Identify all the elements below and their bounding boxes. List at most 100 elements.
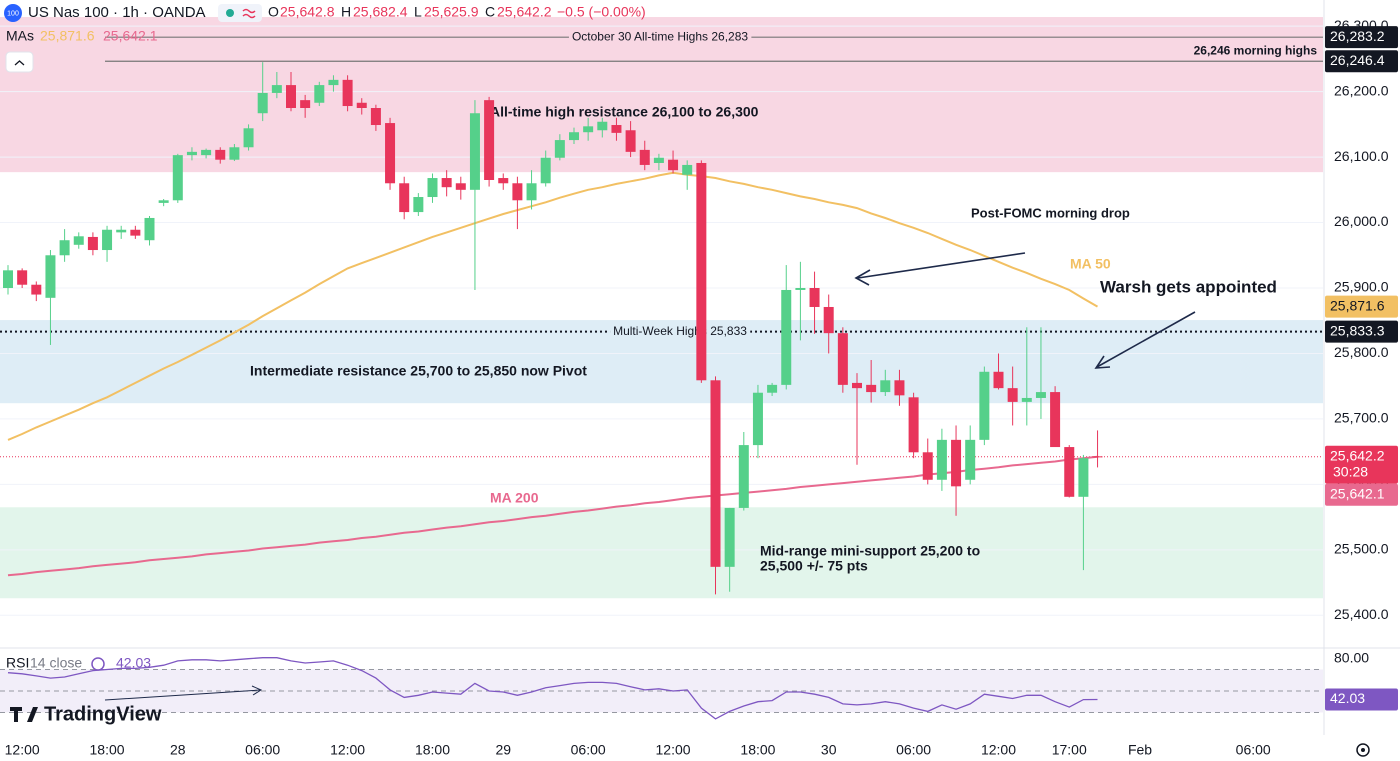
zone-label: All-time high resistance 26,100 to 26,30…	[490, 104, 759, 120]
candle-body	[172, 155, 183, 201]
candle-body	[498, 178, 509, 184]
candle-body	[130, 229, 141, 236]
annotation: Post-FOMC morning drop	[971, 205, 1130, 220]
zone-label: Intermediate resistance 25,700 to 25,850…	[250, 363, 587, 379]
y-tick-label: 25,900.0	[1334, 279, 1389, 295]
candle-body	[880, 380, 891, 393]
ma-value: 25,871.6	[40, 28, 95, 44]
level-label-bg	[568, 29, 752, 44]
settings-icon[interactable]	[1356, 743, 1370, 757]
candle-body	[158, 200, 169, 203]
candle-body	[597, 121, 608, 131]
ma-name: MA 50	[1070, 256, 1111, 272]
candle-body	[455, 183, 466, 190]
candle-body	[314, 85, 325, 103]
candle-body	[87, 236, 98, 251]
y-tick-label: 26,100.0	[1334, 148, 1389, 164]
candle-body	[144, 217, 155, 241]
symbol-title[interactable]: US Nas 100 · 1h · OANDA	[28, 4, 206, 21]
x-tick-label: 18:00	[740, 742, 775, 758]
candle-body	[922, 452, 933, 480]
ohlc-value: 25,682.4	[353, 4, 408, 20]
ohlc-key: O	[268, 4, 279, 20]
settings-icon-center	[1361, 748, 1365, 752]
level-value-label: 25,833.3	[1330, 322, 1385, 338]
candle-body	[201, 149, 212, 156]
rsi-params: 14 close	[30, 655, 82, 671]
candle-body	[795, 288, 806, 290]
candle-body	[823, 306, 834, 334]
candle-body	[696, 162, 707, 381]
ohlc-value: 25,642.8	[280, 4, 335, 20]
x-tick-label: 12:00	[656, 742, 691, 758]
ohlc-value: 25,642.2	[497, 4, 552, 20]
rsi-label: RSI	[6, 655, 29, 671]
candle-body	[526, 183, 537, 201]
candle-body	[668, 159, 679, 171]
x-tick-label: 12:00	[5, 742, 40, 758]
y-tick-label: 25,400.0	[1334, 606, 1389, 622]
candle-body	[356, 102, 367, 108]
candle-body	[271, 85, 282, 93]
candle-body	[569, 132, 579, 141]
collapse-button[interactable]	[5, 51, 34, 73]
candle-body	[554, 140, 565, 158]
candle-body	[682, 164, 693, 175]
x-tick-label: 12:00	[330, 742, 365, 758]
y-tick-label: 25,500.0	[1334, 541, 1389, 557]
x-tick-label: 06:00	[245, 742, 280, 758]
countdown: 30:28	[1333, 463, 1368, 479]
ma-value: 25,642.1	[103, 28, 158, 44]
candle-body	[653, 157, 664, 163]
ma-value-label: 25,871.6	[1330, 297, 1385, 313]
symbol-icon-text: 100	[7, 10, 19, 17]
ma-value-label-bg	[1325, 295, 1398, 318]
candle-body	[894, 380, 905, 396]
y-tick-label: 25,700.0	[1334, 410, 1389, 426]
level-value-label: 26,246.4	[1330, 52, 1385, 68]
candle-body	[413, 197, 424, 213]
x-tick-label: 18:00	[415, 742, 450, 758]
level-value-label-bg	[1325, 26, 1398, 49]
level-label: October 30 All-time Highs 26,283	[572, 29, 748, 43]
symbol-icon	[4, 4, 22, 22]
candle-body	[31, 284, 42, 295]
candle-body	[965, 439, 976, 480]
candle-body	[611, 125, 622, 133]
candle-body	[908, 397, 919, 453]
candle-body	[300, 100, 311, 108]
rsi-value-label: 42.03	[1330, 690, 1365, 706]
zone	[0, 507, 1323, 599]
candle-body	[767, 384, 778, 393]
level-label: 26,246 morning highs	[1194, 43, 1318, 57]
candle-body	[710, 380, 721, 567]
ma-line	[7, 455, 1098, 577]
ohlc-key: L	[414, 4, 422, 20]
rsi-line	[7, 657, 1098, 720]
candle-body	[59, 240, 70, 256]
candle-body	[951, 439, 962, 487]
rsi-value: 42.03	[116, 655, 151, 671]
candle-body	[1050, 392, 1061, 448]
candle-body	[1035, 392, 1046, 398]
y-tick-label: 26,200.0	[1334, 82, 1389, 98]
candle-body	[809, 288, 820, 307]
candle-body	[837, 333, 848, 385]
status-badge	[218, 4, 262, 22]
header: 100 US Nas 100 · 1h · OANDA O 25,642.8 H…	[4, 4, 646, 671]
brand-logo: TradingView	[10, 703, 162, 725]
x-tick-label: 30	[821, 742, 837, 758]
x-tick-label: Feb	[1128, 742, 1152, 758]
candle-body	[385, 123, 396, 184]
candle-body	[979, 371, 990, 440]
candle-body	[257, 92, 268, 114]
rsi-value-label-bg	[1325, 688, 1398, 711]
candle-body	[1021, 397, 1032, 402]
candle-body	[781, 289, 792, 385]
change: −0.5 (−0.00%)	[557, 4, 646, 20]
candle-body	[441, 178, 452, 188]
x-tick-label: 17:00	[1052, 742, 1087, 758]
price-label: 25,642.2	[1330, 447, 1385, 463]
ma-label: MAs	[6, 28, 34, 44]
